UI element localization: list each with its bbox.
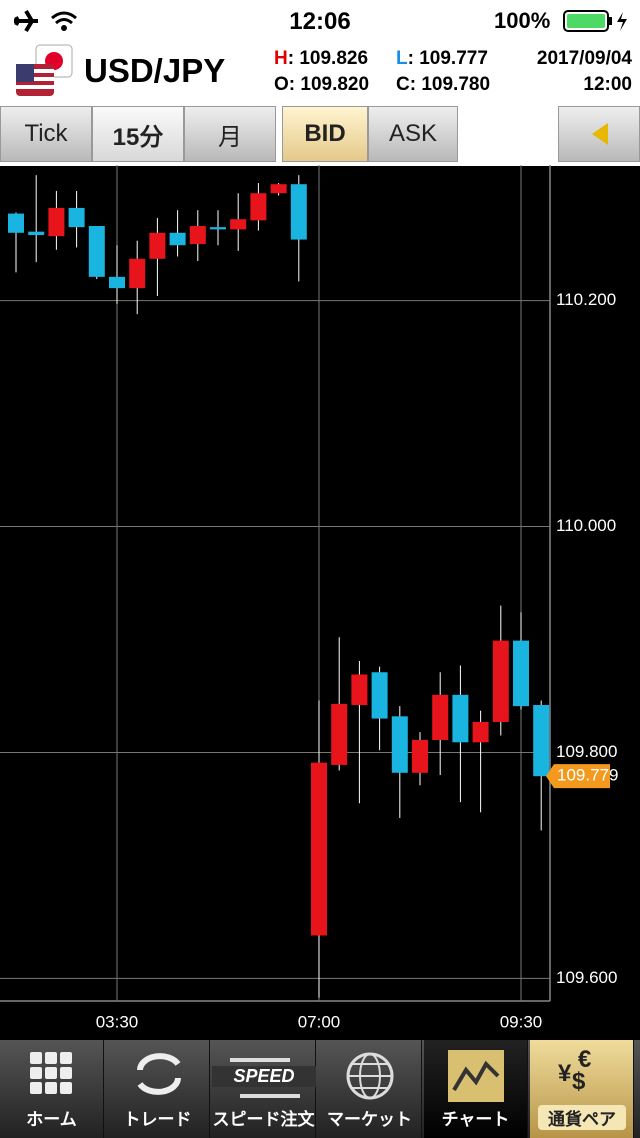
currency-icon-text: $ xyxy=(572,1068,586,1095)
quote-label: H xyxy=(274,48,288,69)
x-tick-label: 03:30 xyxy=(96,1012,139,1031)
tab-icon xyxy=(30,1052,72,1094)
candle-body xyxy=(270,184,287,194)
tab-button[interactable]: トレード xyxy=(106,1040,210,1138)
quote: O: 109.820 xyxy=(274,74,369,96)
y-tick-label: 109.800 xyxy=(556,742,617,761)
candle-body xyxy=(210,227,226,230)
toolbar-button[interactable]: Tick xyxy=(0,106,92,162)
tab-button[interactable]: チャート xyxy=(424,1040,528,1138)
clock: 12:06 xyxy=(289,8,351,35)
candle-body xyxy=(533,705,550,777)
candle-body xyxy=(129,258,146,289)
x-tick-label: 07:00 xyxy=(298,1012,341,1031)
quote-value: : 109.826 xyxy=(287,48,369,69)
quote-label: O xyxy=(274,74,289,95)
toolbar-button[interactable]: ASK xyxy=(368,106,458,162)
tab-icon xyxy=(230,1058,300,1098)
candle-body xyxy=(371,672,388,719)
quote-value: : 109.820 xyxy=(288,74,370,95)
quote: C: 109.780 xyxy=(396,74,490,96)
candle-body xyxy=(472,721,489,743)
header: USD/JPY H: 109.826 L: 109.777 O: 109.820 C:… xyxy=(0,42,640,102)
candle-body xyxy=(109,276,125,289)
quote-label: C xyxy=(396,74,410,95)
y-tick-label: 110.000 xyxy=(556,516,616,535)
speed-icon-text: SPEED xyxy=(212,1066,316,1087)
candle-body xyxy=(68,207,85,228)
arrow-icon xyxy=(592,123,608,145)
candle-body xyxy=(492,640,509,722)
quote-value: : 109.780 xyxy=(409,74,491,95)
battery-percent: 100% xyxy=(494,8,551,33)
toolbar-button[interactable]: 月 xyxy=(184,106,276,162)
candle-body xyxy=(452,694,469,743)
y-tick-label: 110.200 xyxy=(556,290,616,309)
toolbar: Tick 15分月 BID ASK xyxy=(0,102,640,166)
candle-body xyxy=(290,184,307,240)
tab-label: 通貨ペア xyxy=(538,1105,626,1130)
pair-flags[interactable] xyxy=(14,44,76,100)
collapse-button[interactable] xyxy=(558,106,640,162)
currency-icon-text: ¥ xyxy=(558,1060,572,1087)
candle-body xyxy=(391,716,408,773)
last-price-label: 109.779 xyxy=(557,766,618,785)
currency-icon-text: € xyxy=(578,1046,592,1073)
x-tick-label: 09:30 xyxy=(500,1012,543,1031)
candle-body xyxy=(189,226,206,245)
candle-body xyxy=(331,703,348,765)
candle-body xyxy=(169,232,186,246)
tab-label: トレード xyxy=(123,1110,192,1129)
quote: H: 109.826 xyxy=(274,48,368,70)
candle-body xyxy=(351,674,368,706)
candle-body xyxy=(311,762,327,936)
date: 2017/09/04 xyxy=(536,48,632,69)
tab-label: チャート xyxy=(441,1110,510,1129)
tab-button[interactable]: マーケット xyxy=(318,1040,422,1138)
battery-icon xyxy=(563,10,627,32)
candle-body xyxy=(88,226,105,277)
tab-button[interactable]: ホーム xyxy=(0,1040,104,1138)
bar-time: 12:00 xyxy=(583,74,632,95)
candle-body xyxy=(48,207,65,237)
status-bar: 12:06 100% xyxy=(0,0,640,42)
tab-label: スピード注文 xyxy=(212,1110,315,1129)
pair-name: USD/JPY xyxy=(84,52,226,89)
toolbar-button[interactable]: 15分 xyxy=(92,106,184,162)
status-icons xyxy=(14,9,77,33)
toolbar-button[interactable]: BID xyxy=(282,106,368,162)
candle-body xyxy=(250,193,267,221)
quote-value: : 109.777 xyxy=(407,48,488,69)
quote: L: 109.777 xyxy=(396,48,488,70)
tab-button[interactable]: スピード注文 SPEED xyxy=(212,1040,316,1138)
candle-body xyxy=(513,640,529,707)
y-tick-label: 109.600 xyxy=(556,968,617,987)
candle-body xyxy=(412,740,428,773)
tab-button[interactable]: 通貨ペア € $ ¥ xyxy=(530,1040,634,1138)
candle-body xyxy=(432,694,449,741)
tab-bar: ホーム トレード スピード注文 SPEED マーケット チャート 通貨ペア € $ ¥ xyxy=(0,1040,640,1138)
tab-icon xyxy=(137,1053,181,1095)
tab-icon xyxy=(448,1050,504,1102)
candle-body xyxy=(8,213,24,233)
last-price-marker xyxy=(546,764,610,789)
chart: 109.600 109.800 110.000 110.200 03:30 07:00 09… xyxy=(0,165,618,1031)
tab-label: マーケット xyxy=(327,1110,412,1129)
candle-body xyxy=(230,219,247,230)
candle-body xyxy=(149,232,166,259)
candle-body xyxy=(28,231,45,236)
tab-label: ホーム xyxy=(26,1110,77,1129)
tab-icon xyxy=(346,1052,394,1100)
quote-label: L xyxy=(396,48,408,69)
